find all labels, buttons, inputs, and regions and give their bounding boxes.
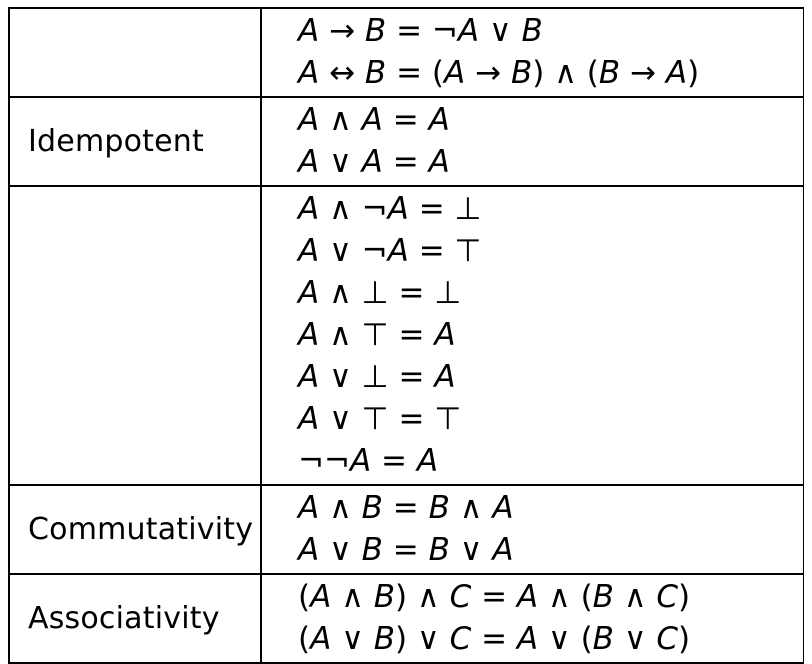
law-equation: A ∧ ⊤ = A [298, 317, 456, 353]
law-name-cell [10, 187, 262, 484]
law-equation: (A ∧ B) ∧ C = A ∧ (B ∧ C) [298, 579, 691, 615]
law-equation: A → B = ¬A ∨ B [298, 13, 543, 49]
table-row: Associativity (A ∧ B) ∧ C = A ∧ (B ∧ C) … [10, 573, 803, 662]
law-equation: A ∧ ¬A = ⊥ [298, 191, 482, 227]
law-equation: (A ∨ B) ∨ C = A ∨ (B ∨ C) [298, 621, 691, 657]
table-row: Idempotent A ∧ A = A A ∨ A = A [10, 96, 803, 185]
table-row: A → B = ¬A ∨ B A ↔ B = (A → B) ∧ (B → A) [10, 9, 803, 96]
law-name-cell [10, 9, 262, 96]
law-list: A ∧ B = B ∧ A A ∨ B = B ∨ A [262, 486, 803, 573]
law-equation: A ↔ B = (A → B) ∧ (B → A) [298, 55, 700, 91]
law-list: A ∧ A = A A ∨ A = A [262, 98, 803, 185]
law-equation: ¬¬A = A [298, 443, 439, 479]
law-equation: A ∧ ⊥ = ⊥ [298, 275, 462, 311]
law-name-cell: Associativity [10, 575, 262, 662]
law-equation: A ∧ A = A [298, 102, 450, 138]
law-equation: A ∨ ⊤ = ⊤ [298, 401, 462, 437]
law-equation: A ∨ A = A [298, 144, 450, 180]
logic-laws-table: A → B = ¬A ∨ B A ↔ B = (A → B) ∧ (B → A)… [8, 7, 804, 664]
law-equation: A ∨ ¬A = ⊤ [298, 233, 482, 269]
law-equation: A ∨ ⊥ = A [298, 359, 456, 395]
law-name-cell: Idempotent [10, 98, 262, 185]
law-name-cell: Commutativity [10, 486, 262, 573]
law-equation: A ∨ B = B ∨ A [298, 532, 514, 568]
table-row: Commutativity A ∧ B = B ∧ A A ∨ B = B ∨ … [10, 484, 803, 573]
law-list: (A ∧ B) ∧ C = A ∧ (B ∧ C) (A ∨ B) ∨ C = … [262, 575, 803, 662]
law-list: A → B = ¬A ∨ B A ↔ B = (A → B) ∧ (B → A) [262, 9, 803, 96]
law-list: A ∧ ¬A = ⊥ A ∨ ¬A = ⊤ A ∧ ⊥ = ⊥ A ∧ ⊤ = … [262, 187, 803, 484]
table-row: A ∧ ¬A = ⊥ A ∨ ¬A = ⊤ A ∧ ⊥ = ⊥ A ∧ ⊤ = … [10, 185, 803, 484]
law-equation: A ∧ B = B ∧ A [298, 490, 514, 526]
